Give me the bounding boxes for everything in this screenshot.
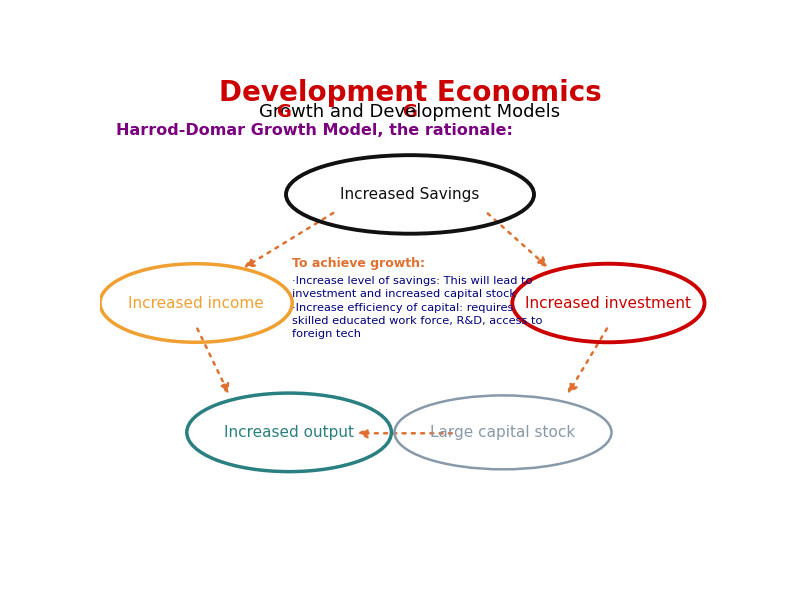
Text: G: G [276, 103, 291, 121]
Text: Increased Savings: Increased Savings [340, 187, 480, 202]
Text: Development Economics: Development Economics [218, 79, 602, 107]
Text: Increased investment: Increased investment [526, 295, 691, 311]
Text: Increased output: Increased output [224, 425, 354, 440]
Text: To achieve growth:: To achieve growth: [292, 257, 426, 270]
Text: Increased income: Increased income [128, 295, 264, 311]
Text: Harrod-Domar Growth Model, the rationale:: Harrod-Domar Growth Model, the rationale… [115, 123, 512, 138]
Text: Large capital stock: Large capital stock [430, 425, 576, 440]
Text: ·Increase level of savings: This will lead to
investment and increased capital s: ·Increase level of savings: This will le… [292, 276, 542, 339]
Text: Growth and Development Models: Growth and Development Models [259, 103, 561, 121]
Text: G: G [402, 103, 418, 121]
